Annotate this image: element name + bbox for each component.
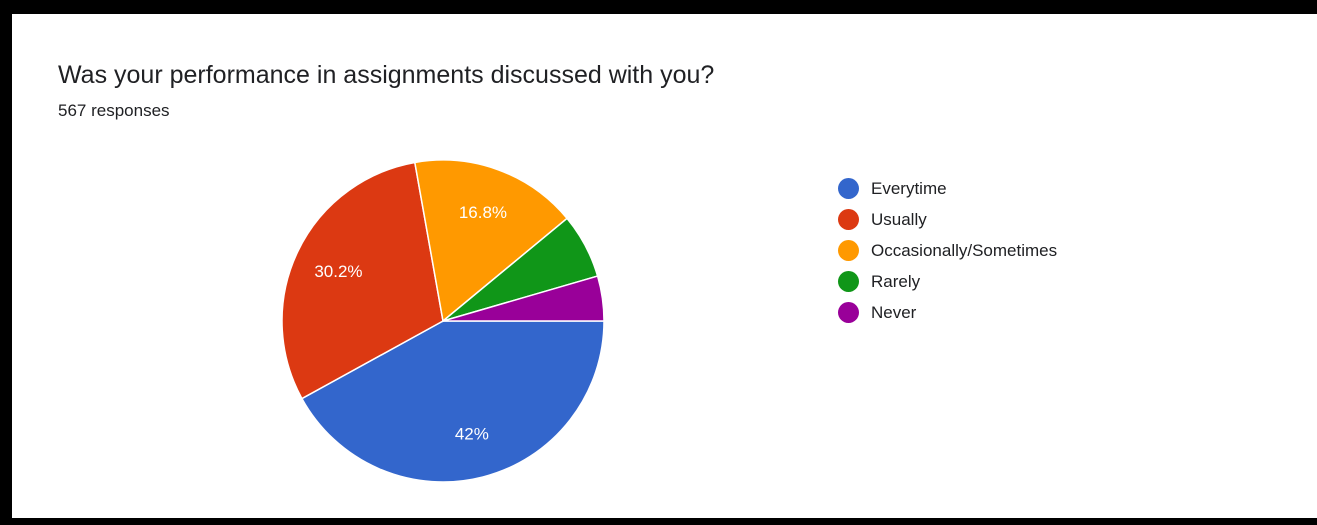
legend-label: Never — [871, 302, 917, 322]
chart-card: Was your performance in assignments disc… — [12, 14, 1317, 518]
legend-swatch — [838, 209, 859, 230]
slice-label: 42% — [455, 424, 489, 443]
pie-slice-everytime[interactable] — [300, 320, 605, 483]
chart-title: Was your performance in assignments disc… — [58, 61, 715, 89]
pie-slice-usually[interactable] — [281, 161, 444, 400]
legend-swatch — [838, 271, 859, 292]
legend-item[interactable]: Occasionally/Sometimes — [838, 235, 1057, 266]
legend-label: Usually — [871, 209, 927, 229]
legend-label: Occasionally/Sometimes — [871, 240, 1058, 260]
slice-label: 30.2% — [314, 262, 362, 281]
pie-chart: 42% 30.2% 16.8% — [281, 159, 605, 483]
legend-swatch — [838, 178, 859, 199]
legend-item[interactable]: Never — [838, 297, 1057, 328]
pie-slice-never[interactable] — [442, 275, 605, 322]
response-count: 567 responses — [58, 101, 170, 120]
legend-label: Rarely — [871, 271, 921, 291]
legend-item[interactable]: Rarely — [838, 266, 1057, 297]
slice-label: 16.8% — [459, 203, 507, 222]
pie-slice-occasionally-sometimes[interactable] — [413, 159, 569, 323]
chart-legend: Everytime Usually Occasionally/Sometimes Ra… — [838, 173, 1057, 328]
legend-label: Everytime — [871, 178, 947, 198]
legend-item[interactable]: Usually — [838, 204, 1057, 235]
legend-swatch — [838, 240, 859, 261]
legend-item[interactable]: Everytime — [838, 173, 1057, 204]
legend-swatch — [838, 302, 859, 323]
